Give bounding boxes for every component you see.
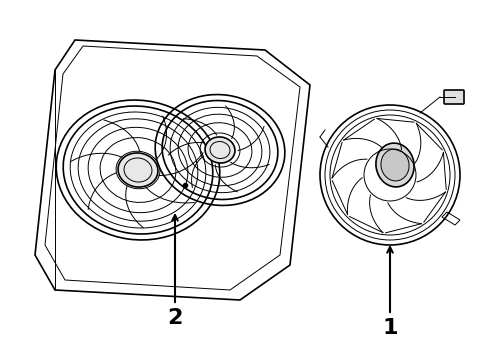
Ellipse shape xyxy=(376,143,414,187)
FancyBboxPatch shape xyxy=(444,90,464,104)
Ellipse shape xyxy=(118,153,158,187)
Text: 2: 2 xyxy=(167,308,183,328)
Ellipse shape xyxy=(205,137,235,163)
Text: 1: 1 xyxy=(382,318,398,338)
Ellipse shape xyxy=(381,149,409,181)
